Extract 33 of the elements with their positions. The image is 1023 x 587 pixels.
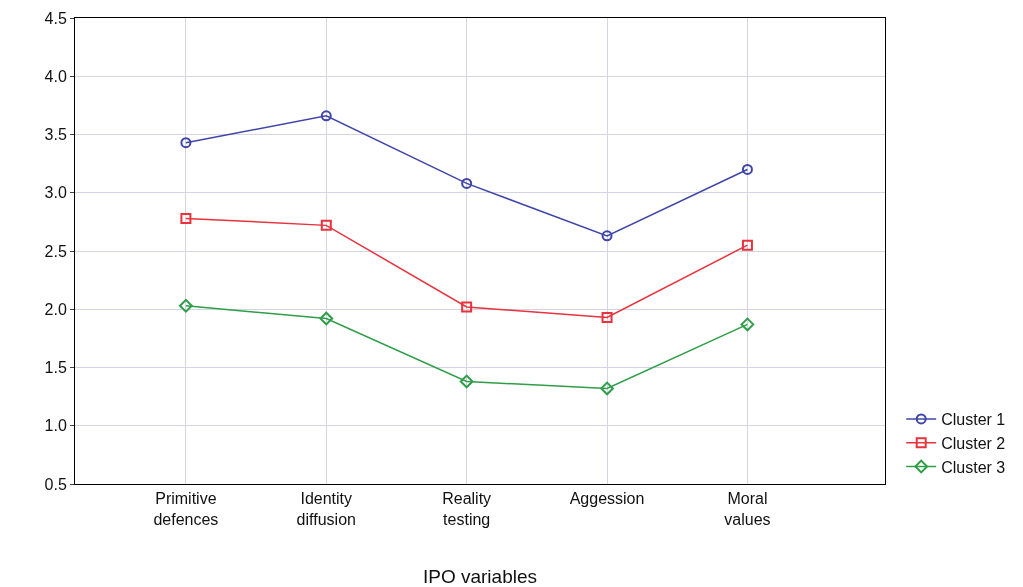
y-tick-label: 1.0 [44, 417, 67, 435]
point [180, 137, 192, 149]
legend-label: Cluster 3 [941, 458, 1006, 476]
y-tick-label: 3.0 [44, 184, 67, 202]
point [740, 317, 755, 332]
y-tick-label: 2.5 [44, 242, 67, 260]
x-tick-label: Moral values [724, 490, 771, 528]
x-axis-title: IPO variables [422, 566, 538, 587]
x-tick-label: Identity diffusion [296, 490, 356, 528]
point [320, 219, 332, 231]
point [601, 311, 613, 323]
point [741, 239, 753, 251]
x-tick-label: Aggession [569, 490, 645, 508]
point [601, 230, 613, 242]
y-tick-label: 0.5 [44, 475, 67, 493]
point [600, 381, 614, 396]
legend-label: Cluster 1 [941, 411, 1006, 429]
point [179, 298, 193, 313]
x-tick-label: Reality testing [442, 490, 492, 528]
point [319, 311, 334, 326]
point [320, 110, 332, 122]
y-tick-label: 1.5 [44, 359, 67, 377]
y-tick-label: 2.0 [44, 300, 67, 318]
point [461, 301, 473, 313]
x-tick-label: Primitive defences [153, 490, 219, 528]
legend-label: Cluster 2 [941, 434, 1006, 452]
point [741, 163, 753, 175]
y-tick-label: 4.5 [44, 9, 67, 27]
point [459, 374, 474, 389]
point [461, 177, 473, 189]
point [180, 212, 192, 224]
y-tick-label: 3.5 [44, 126, 67, 144]
y-tick-label: 4.0 [44, 67, 67, 85]
